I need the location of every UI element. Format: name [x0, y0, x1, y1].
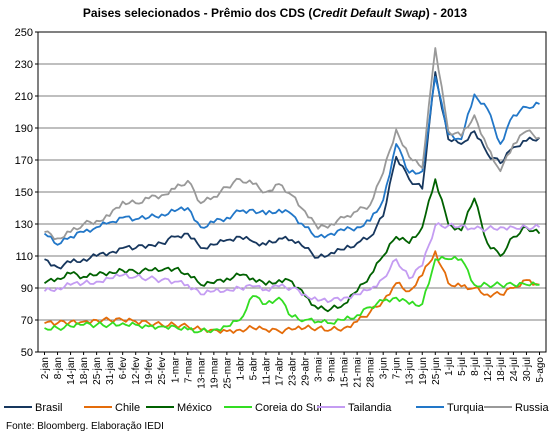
x-tick-label: 19-jun [418, 357, 429, 385]
x-tick-label: 1-mar [170, 356, 181, 383]
x-tick-label: 18-jul [496, 357, 507, 381]
legend-item: Tailandia [317, 401, 391, 415]
series-line-tailandia [43, 222, 541, 304]
x-tick-label: 23-abr [288, 356, 299, 386]
x-tick-label: 13-jun [405, 357, 416, 385]
x-tick-label: 25-jun [431, 357, 442, 385]
legend-label: Russia [515, 402, 549, 414]
x-tick-label: 2-jan [40, 357, 51, 379]
y-tick-label: 170 [15, 155, 33, 167]
x-tick-label: 5-abr [248, 356, 259, 380]
legend-label: Brasil [35, 402, 63, 414]
legend-label: Chile [115, 402, 141, 414]
x-tick-label: 25-fev [157, 357, 168, 385]
x-tick-label: 9-mai [327, 357, 338, 382]
legend-item: Brasil [4, 401, 63, 415]
x-tick-label: 24-jul [509, 357, 520, 381]
legend-swatch [146, 406, 174, 409]
legend-swatch [84, 406, 112, 409]
x-tick-label: 7-mar [183, 356, 194, 383]
legend-swatch [484, 406, 512, 409]
x-tick-label: 30-jul [522, 357, 533, 381]
x-tick-label: 12-fev [131, 357, 142, 385]
x-tick-label: 3-jun [379, 357, 390, 379]
x-tick-label: 6-fev [118, 357, 129, 379]
y-tick-label: 250 [15, 27, 33, 39]
series-lines [43, 47, 541, 335]
x-tick-label: 12-jul [483, 357, 494, 381]
x-tick-label: 29-abr [301, 356, 312, 386]
series-line-russia [44, 47, 540, 241]
legend-item: México [146, 401, 212, 415]
x-tick-label: 18-jan [79, 357, 90, 385]
legend-swatch [224, 406, 252, 409]
legend: Brasil Chile México Coreia do Sul Tailandia T… [4, 401, 550, 415]
x-tick-label: 19-mar [209, 356, 220, 388]
y-tick-label: 50 [21, 347, 33, 359]
y-tick-label: 190 [15, 123, 33, 135]
legend-label: Turquia [447, 402, 484, 414]
x-tick-label: 15-mai [340, 357, 351, 388]
y-tick-label: 70 [21, 315, 33, 327]
x-tick-label: 1-jul [444, 357, 455, 376]
x-axis: 2-jan 8-jan 14-jan 18-jan 25-jan 31-jan 6-fev 1… [40, 352, 546, 389]
x-tick-label: 13-mar [196, 356, 207, 388]
x-tick-label: 31-jan [105, 357, 116, 385]
x-tick-label: 8-jan [53, 357, 64, 379]
x-tick-label: 25-jan [92, 357, 103, 385]
y-axis: 50 70 90 110 130 150 170 190 210 230 250 [15, 27, 38, 359]
x-tick-label: 5-ago [535, 357, 546, 383]
x-tick-label: 21-mai [353, 357, 364, 388]
x-tick-label: 11-abr [261, 356, 272, 385]
series-line-m-xico [43, 178, 541, 313]
x-tick-label: 28-mai [366, 357, 377, 388]
y-tick-label: 90 [21, 283, 33, 295]
plot-frame [37, 31, 547, 353]
x-tick-label: 7-jun [392, 357, 403, 379]
series-line-brasil [44, 71, 541, 270]
x-tick-label: 17-abr [274, 356, 285, 386]
series-line-coreia-do-sul [44, 255, 540, 334]
legend-label: Tailandia [348, 402, 392, 414]
series-line-chile [44, 250, 540, 335]
source-note: Fonte: Bloomberg. Elaboração IEDI [6, 421, 164, 432]
chart-title: Paises selecionados - Prêmio dos CDS (Cr… [82, 6, 468, 20]
legend-swatch [317, 406, 345, 409]
x-tick-label: 1-abr [235, 356, 246, 380]
x-tick-label: 8-jul [470, 357, 481, 376]
x-tick-label: 5-jul [457, 357, 468, 376]
legend-swatch [4, 406, 32, 409]
line-chart: 50 70 90 110 130 150 170 190 210 230 250 2-jan 8-ja… [15, 27, 547, 389]
x-tick-label: 3-mai [314, 357, 325, 382]
y-tick-label: 210 [15, 91, 33, 103]
y-tick-label: 110 [15, 251, 33, 263]
x-tick-label: 14-jan [66, 357, 77, 385]
x-tick-label: 19-fev [144, 357, 155, 385]
series-line-turquia [43, 75, 540, 246]
legend-label: Coreia do Sul [255, 402, 322, 414]
x-tick-label: 25-mar [222, 356, 233, 388]
legend-swatch [416, 406, 444, 409]
legend-item: Chile [84, 401, 140, 415]
legend-label: México [177, 402, 212, 414]
y-tick-label: 230 [15, 59, 33, 71]
legend-item: Coreia do Sul [224, 401, 322, 415]
legend-item: Turquia [416, 401, 484, 415]
y-tick-label: 130 [15, 219, 33, 231]
y-tick-label: 150 [15, 187, 33, 199]
legend-item: Russia [484, 401, 549, 415]
